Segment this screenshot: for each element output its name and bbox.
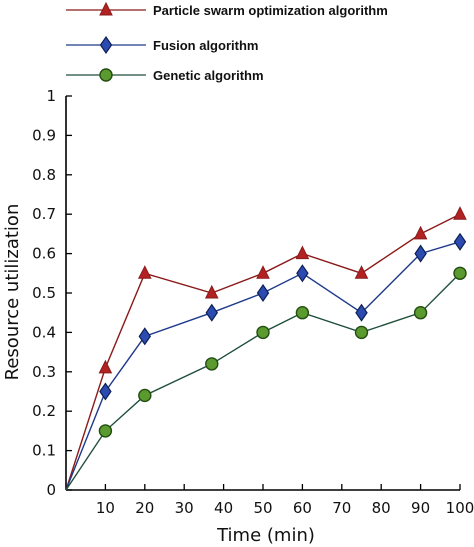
data-point: [355, 303, 368, 322]
legend-label: Particle swarm optimization algorithm: [153, 3, 388, 18]
y-tick-label: 0.8: [32, 166, 56, 184]
data-point: [256, 283, 270, 303]
x-tick-label: 10: [96, 499, 115, 517]
series-particle-swarm-optimization-algorithm: [65, 206, 467, 491]
legend-item: Particle swarm optimization algorithm: [66, 1, 388, 18]
y-tick-label: 0.9: [32, 126, 56, 144]
x-tick-label: 30: [175, 499, 194, 517]
x-tick-label: 80: [372, 499, 391, 517]
axes: 0 0.1 0.2 0.3 0.4 0.5 0.6 0.7 0.8 0.9 1 10 20 30 40 50 6…: [32, 87, 474, 517]
series-genetic-algorithm: [65, 266, 467, 491]
x-tick-label: 100: [446, 499, 474, 517]
data-point: [414, 244, 427, 263]
y-tick-label: 0.7: [32, 205, 56, 223]
data-point: [295, 245, 310, 260]
x-tick-label: 40: [214, 499, 233, 517]
legend-marker: [99, 1, 113, 16]
data-point: [256, 265, 270, 279]
legend-marker: [99, 68, 113, 82]
data-point: [354, 265, 369, 279]
x-tick-label: 50: [253, 499, 272, 517]
x-axis-title: Time (min): [216, 525, 315, 546]
data-point: [453, 206, 467, 220]
data-point: [413, 306, 428, 320]
x-tick-label: 20: [135, 499, 154, 517]
data-point: [413, 225, 428, 240]
y-tick-label: 0.5: [32, 284, 56, 302]
y-tick-label: 0.2: [32, 402, 56, 420]
data-point: [453, 232, 467, 251]
data-point: [205, 357, 219, 371]
y-tick-label: 0.1: [32, 442, 56, 460]
data-point: [453, 266, 467, 280]
y-tick-label: 0.3: [32, 363, 56, 381]
data-point: [354, 325, 369, 340]
x-tick-label: 70: [332, 499, 351, 517]
y-tick-label: 0.4: [32, 323, 56, 341]
data-point: [98, 424, 113, 438]
legend-item: Fusion algorithm: [66, 35, 258, 55]
data-point: [256, 325, 270, 340]
data-point: [138, 388, 152, 403]
legend-marker: [99, 35, 113, 55]
series-line: [65, 272, 461, 491]
series-line: [65, 241, 461, 491]
y-tick-label: 1: [46, 87, 56, 105]
y-axis-title: Resource utilization: [2, 204, 23, 381]
data-point: [295, 306, 310, 320]
y-tick-label: 0: [46, 481, 56, 499]
legend: Particle swarm optimization algorithm Fus…: [66, 1, 388, 83]
legend-item: Genetic algorithm: [66, 68, 264, 83]
x-tick-label: 60: [293, 499, 312, 517]
data-point: [205, 303, 219, 322]
data-point: [98, 359, 113, 374]
legend-label: Genetic algorithm: [153, 68, 264, 83]
data-point: [138, 327, 152, 346]
data-point: [99, 382, 112, 401]
series-line: [65, 213, 461, 491]
series-layer: [65, 206, 467, 491]
data-point: [296, 264, 309, 283]
y-tick-label: 0.6: [32, 245, 56, 263]
data-point: [204, 284, 219, 299]
x-tick-label: 90: [411, 499, 430, 517]
legend-label: Fusion algorithm: [153, 38, 258, 53]
data-point: [137, 265, 152, 279]
series-fusion-algorithm: [65, 232, 467, 491]
